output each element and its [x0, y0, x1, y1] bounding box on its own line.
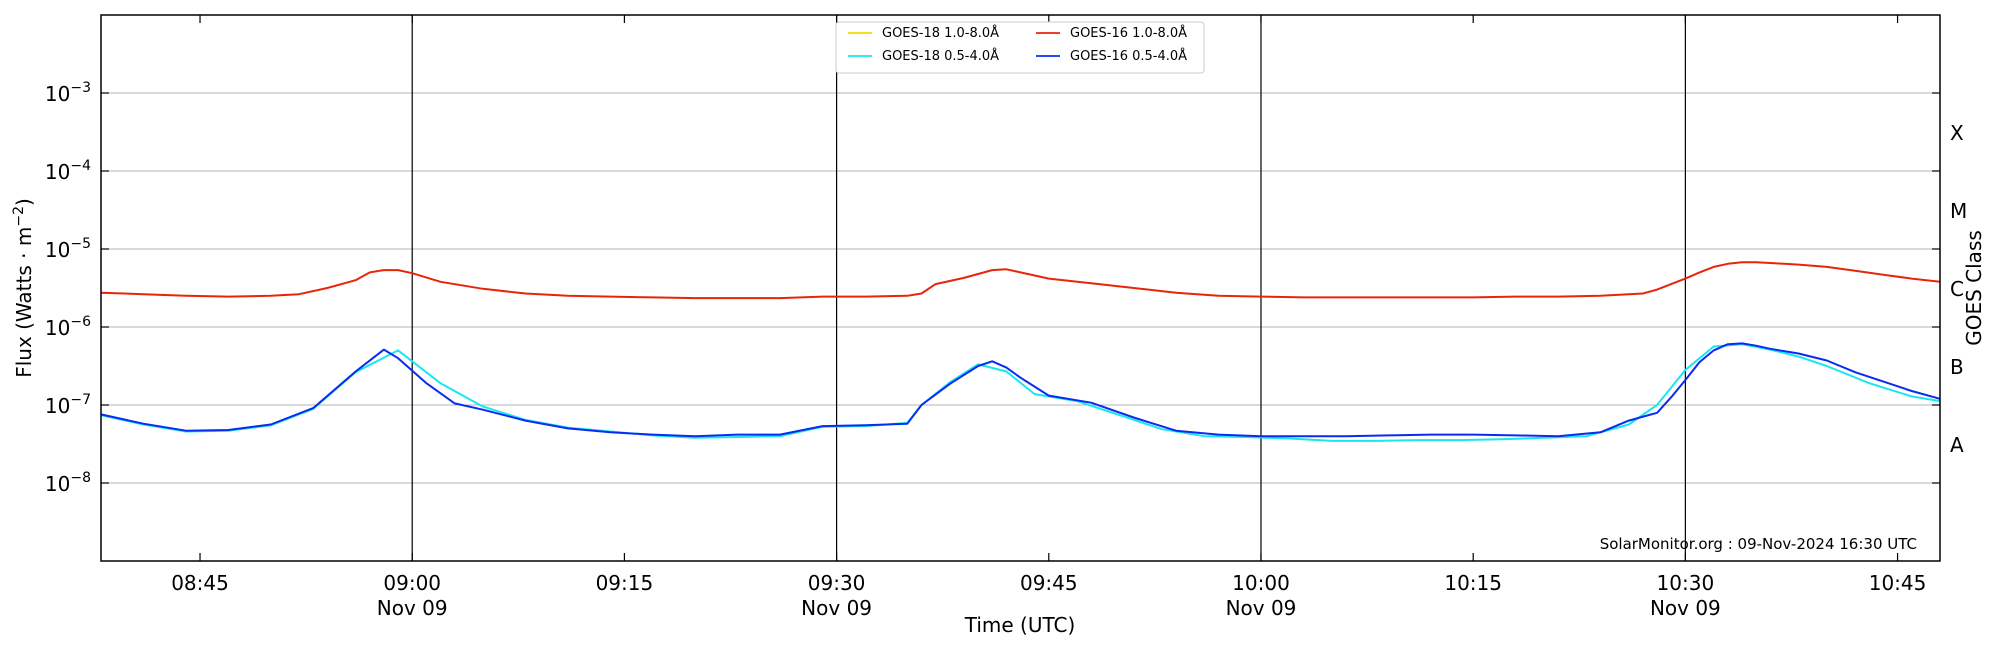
y-axis-title: Flux (Watts · m−2)	[11, 198, 36, 378]
series-line	[100, 342, 1941, 438]
x-tick-label: 10:15	[1444, 571, 1502, 595]
legend-label: GOES-18 0.5-4.0Å	[882, 48, 999, 64]
x-axis-title: Time (UTC)	[964, 613, 1076, 637]
series-line	[100, 343, 1941, 442]
legend-label: GOES-16 1.0-8.0Å	[1070, 25, 1187, 41]
goes-class-labels: X M C B A	[1950, 121, 1967, 457]
x-tick-label: 09:30	[808, 571, 866, 595]
goes-class-label: B	[1950, 355, 1964, 379]
y-axis-title-main: Flux (Watts · m	[12, 227, 36, 378]
legend-box	[835, 21, 1205, 74]
goes-class-label: A	[1950, 433, 1964, 457]
right-axis-title: GOES Class	[1962, 230, 1986, 346]
legend-label: GOES-16 0.5-4.0Å	[1070, 48, 1187, 64]
x-tick-date-label: Nov 09	[1650, 596, 1721, 620]
plot-background	[101, 15, 1940, 561]
x-tick-date-label: Nov 09	[377, 596, 448, 620]
y-axis-title-close: )	[12, 198, 36, 206]
source-annotation: SolarMonitor.org : 09-Nov-2024 16:30 UTC	[1600, 535, 1917, 553]
y-tick-label: 10−5	[45, 236, 91, 262]
x-tick-label: 10:45	[1869, 571, 1927, 595]
series-line	[100, 261, 1941, 300]
y-tick-label: 10−8	[45, 470, 91, 496]
y-tick-label: 10−4	[45, 158, 91, 184]
goes-class-label: X	[1950, 121, 1964, 145]
x-tick-label: 09:45	[1020, 571, 1078, 595]
x-tick-label: 10:00	[1232, 571, 1290, 595]
x-tick-label: 08:45	[171, 571, 229, 595]
y-tick-label: 10−3	[45, 80, 91, 106]
goes-class-label: M	[1950, 199, 1967, 223]
y-axis-title-exponent: −2	[11, 206, 27, 227]
x-tick-date-label: Nov 09	[1226, 596, 1297, 620]
y-tick-label: 10−6	[45, 314, 91, 340]
x-tick-label: 09:00	[383, 571, 441, 595]
series-lines	[100, 261, 1941, 442]
x-tick-date-label: Nov 09	[801, 596, 872, 620]
y-tick-label: 10−7	[45, 392, 91, 418]
x-tick-label: 10:30	[1657, 571, 1715, 595]
day-marker-lines	[411, 15, 1686, 561]
legend: GOES-18 1.0-8.0Å GOES-18 0.5-4.0Å GOES-16 …	[835, 21, 1205, 74]
x-tick-label: 09:15	[596, 571, 654, 595]
goes-class-label: C	[1950, 277, 1964, 301]
y-axis-ticks: 10−8 10−7 10−6 10−5 10−4 10−3	[45, 80, 1940, 496]
legend-items: GOES-18 1.0-8.0Å GOES-18 0.5-4.0Å GOES-16 …	[848, 25, 1187, 64]
grid-lines	[101, 92, 1940, 484]
plot-frame	[100, 14, 1941, 562]
legend-label: GOES-18 1.0-8.0Å	[882, 25, 999, 41]
